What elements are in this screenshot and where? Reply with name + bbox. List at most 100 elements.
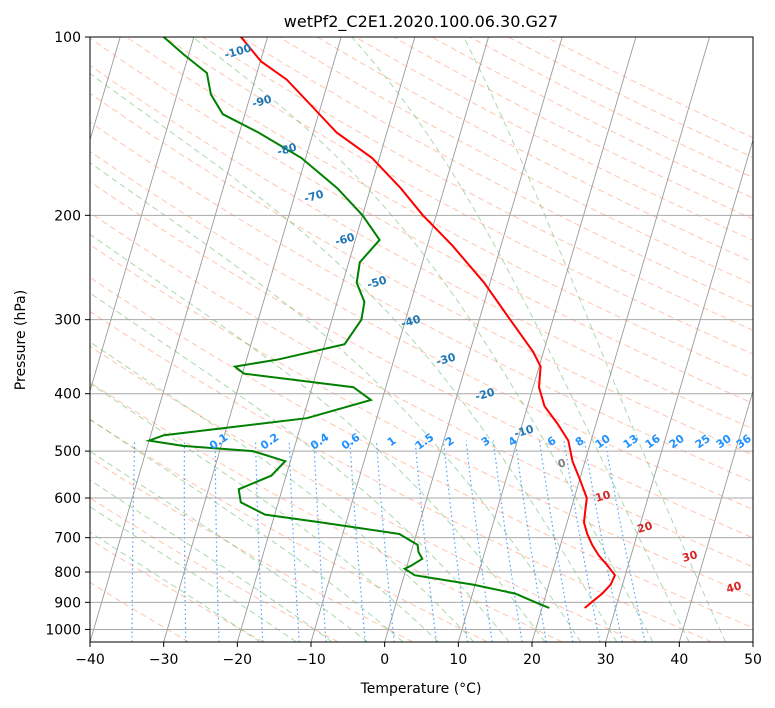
chart-title: wetPf2_C2E1.2020.100.06.30.G27 bbox=[284, 12, 558, 32]
dry-adiabat bbox=[164, 37, 753, 355]
isotherm-line bbox=[90, 37, 195, 393]
mixing-ratio-line bbox=[604, 440, 646, 642]
isotherm-label: -50 bbox=[365, 273, 388, 291]
moist-adiabat bbox=[90, 162, 582, 642]
dry-adiabat bbox=[90, 310, 712, 642]
dry-adiabat bbox=[90, 92, 753, 456]
isotherm-label: -70 bbox=[302, 187, 325, 205]
dry-adiabat bbox=[240, 37, 753, 308]
mixing-ratio-line bbox=[583, 440, 623, 642]
y-tick-label: 100 bbox=[54, 30, 81, 46]
plot-frame bbox=[89, 36, 754, 643]
moist-adiabat bbox=[90, 73, 618, 642]
dewpoint-line bbox=[145, 37, 550, 609]
mixing-ratio-line bbox=[492, 440, 523, 642]
dry-adiabat bbox=[126, 37, 753, 379]
mixing-ratio-line bbox=[131, 440, 136, 642]
isotherm-line bbox=[531, 37, 710, 642]
isotherm-line bbox=[678, 389, 753, 642]
mixing-ratio-line bbox=[375, 440, 395, 642]
plot-background bbox=[90, 37, 753, 642]
x-axis-title: Temperature (°C) bbox=[360, 681, 482, 697]
moist-adiabat bbox=[90, 233, 546, 642]
x-tick-label: 0 bbox=[380, 652, 389, 668]
background-lines bbox=[82, 37, 753, 642]
isotherm-line bbox=[605, 138, 753, 642]
mixing-ratio-line bbox=[442, 440, 469, 642]
dry-adiabat bbox=[90, 181, 753, 539]
moist-adiabat bbox=[90, 531, 261, 642]
isotherm-label: -90 bbox=[250, 92, 273, 110]
y-tick-label: 800 bbox=[54, 565, 81, 581]
moist-adiabat bbox=[90, 450, 368, 642]
y-tick-label: 600 bbox=[54, 491, 81, 507]
isotherm-label: 30 bbox=[681, 548, 700, 565]
mixing-ratio-line bbox=[288, 440, 300, 642]
isotherm-line bbox=[384, 37, 563, 642]
mixing-ratio-line bbox=[349, 440, 366, 642]
moist-adiabat bbox=[192, 37, 654, 642]
isotherm-line bbox=[310, 37, 489, 642]
isotherm-label: -30 bbox=[434, 350, 457, 368]
isotherm-label: 20 bbox=[636, 519, 655, 536]
isotherm-label: -40 bbox=[399, 312, 422, 330]
y-tick-label: 300 bbox=[54, 313, 81, 329]
x-tick-label: −30 bbox=[149, 652, 179, 668]
isotherm-label: 10 bbox=[594, 488, 613, 505]
y-axis-ticks: 100 200 300 400 500 600 700 800 900 1000 bbox=[45, 30, 90, 638]
dry-adiabat bbox=[90, 418, 488, 642]
isotherm-label: -20 bbox=[473, 385, 496, 403]
isotherm-label: 0 bbox=[556, 456, 567, 471]
x-tick-label: 40 bbox=[670, 652, 688, 668]
x-tick-label: −40 bbox=[75, 652, 105, 668]
dry-adiabat bbox=[90, 244, 753, 598]
isotherm-line bbox=[163, 37, 342, 642]
y-tick-label: 1000 bbox=[45, 622, 81, 638]
moist-adiabat bbox=[90, 418, 404, 642]
isotherm-label: -10 bbox=[512, 422, 535, 440]
isotherm-line bbox=[236, 37, 416, 642]
mixing-ratio-line bbox=[255, 440, 264, 642]
x-tick-label: 50 bbox=[744, 652, 762, 668]
isotherm-line bbox=[90, 37, 268, 642]
mixing-ratio-line bbox=[465, 440, 493, 642]
dry-adiabat bbox=[90, 345, 638, 642]
temperature-line bbox=[240, 37, 617, 609]
x-axis-ticks: −40 −30 −20 −10 0 10 20 30 40 50 bbox=[75, 642, 762, 668]
isotherm-line bbox=[457, 37, 637, 642]
moist-adiabat bbox=[90, 479, 333, 642]
moist-adiabat bbox=[463, 37, 727, 642]
mixing-ratio-line bbox=[414, 440, 437, 642]
profile-lines bbox=[145, 37, 617, 609]
dry-adiabat bbox=[90, 581, 190, 642]
mixing-ratio-line bbox=[313, 440, 327, 642]
y-tick-label: 400 bbox=[54, 387, 81, 403]
dry-adiabat bbox=[278, 37, 753, 285]
y-tick-label: 200 bbox=[54, 208, 81, 224]
dry-adiabat bbox=[90, 121, 753, 483]
x-tick-label: 20 bbox=[523, 652, 541, 668]
x-tick-label: 10 bbox=[449, 652, 467, 668]
mixing-ratio-line bbox=[214, 440, 220, 642]
x-tick-label: 30 bbox=[597, 652, 615, 668]
moist-adiabat bbox=[90, 292, 510, 642]
y-tick-label: 700 bbox=[54, 531, 81, 547]
y-tick-label: 900 bbox=[54, 595, 81, 611]
x-tick-label: −20 bbox=[223, 652, 253, 668]
x-tick-label: −10 bbox=[296, 652, 326, 668]
mixing-ratio-line bbox=[183, 440, 187, 642]
dry-adiabat bbox=[90, 276, 753, 629]
line-labels: -100-90-80-70-60-50-40-30-20-10010203040… bbox=[207, 41, 754, 596]
isotherm-line bbox=[90, 37, 121, 142]
isotherm-label: -80 bbox=[275, 140, 298, 158]
mixing-ratio-line bbox=[82, 441, 88, 642]
dry-adiabat bbox=[90, 150, 753, 511]
isotherm-label: -60 bbox=[333, 230, 356, 248]
dry-adiabat bbox=[90, 457, 414, 642]
isotherm-label: 40 bbox=[725, 579, 744, 596]
y-axis-title: Pressure (hPa) bbox=[13, 290, 29, 390]
isotherm-line bbox=[752, 640, 753, 642]
y-tick-label: 500 bbox=[54, 444, 81, 460]
grid-lines bbox=[90, 37, 753, 642]
